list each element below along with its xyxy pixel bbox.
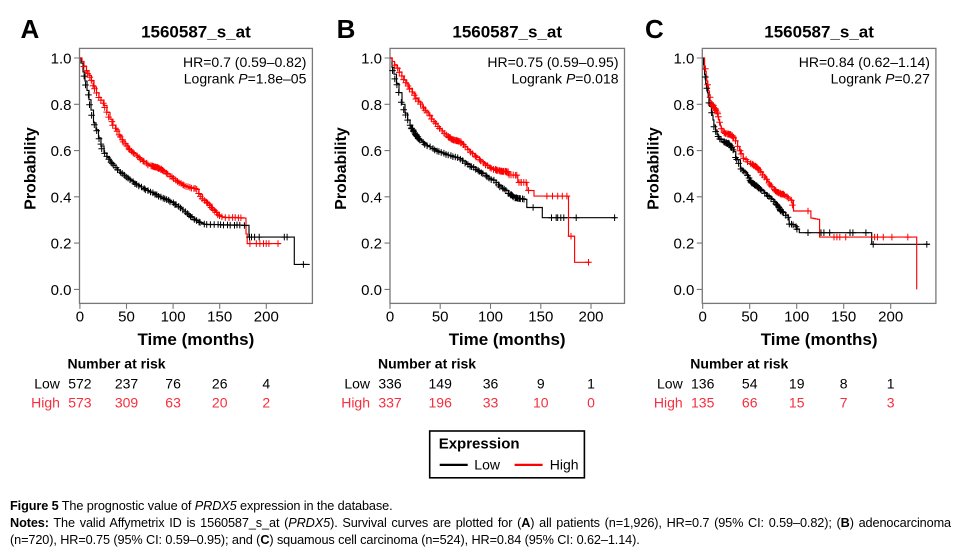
svg-text:High: High [341,394,370,410]
svg-text:High: High [550,457,579,473]
svg-text:9: 9 [537,375,545,391]
svg-text:C: C [645,14,664,44]
svg-text:0.0: 0.0 [51,282,72,299]
svg-text:Number at risk: Number at risk [690,355,788,371]
svg-text:0: 0 [699,309,707,326]
svg-text:1: 1 [587,375,595,391]
svg-text:Logrank P=1.8e–05: Logrank P=1.8e–05 [184,70,307,86]
svg-text:1.0: 1.0 [673,51,694,68]
svg-text:20: 20 [212,394,228,410]
svg-text:High: High [31,394,60,410]
svg-text:200: 200 [578,309,603,326]
svg-text:309: 309 [115,394,139,410]
svg-text:100: 100 [478,309,503,326]
svg-text:0.8: 0.8 [361,97,382,114]
svg-text:1560587_s_at: 1560587_s_at [141,23,251,42]
svg-text:0.0: 0.0 [361,282,382,299]
svg-text:10: 10 [533,394,549,410]
svg-text:0.6: 0.6 [361,143,382,160]
svg-text:7: 7 [840,394,848,410]
svg-text:Logrank P=0.018: Logrank P=0.018 [511,70,618,86]
svg-text:200: 200 [254,309,279,326]
svg-text:High: High [654,394,683,410]
svg-text:150: 150 [831,309,856,326]
svg-text:36: 36 [483,375,499,391]
svg-text:26: 26 [212,375,228,391]
svg-text:54: 54 [742,375,758,391]
svg-text:Probability: Probability [333,127,350,210]
svg-text:19: 19 [789,375,805,391]
svg-text:Time (months): Time (months) [449,330,566,349]
svg-text:Probability: Probability [645,127,662,210]
svg-text:200: 200 [878,309,903,326]
svg-text:149: 149 [429,375,453,391]
svg-text:135: 135 [691,394,715,410]
svg-text:4: 4 [262,375,270,391]
svg-text:Time (months): Time (months) [761,330,878,349]
svg-text:0: 0 [587,394,595,410]
svg-text:0.8: 0.8 [673,97,694,114]
svg-text:0.4: 0.4 [361,189,382,206]
svg-text:50: 50 [741,309,758,326]
svg-text:100: 100 [161,309,186,326]
svg-text:Number at risk: Number at risk [378,355,476,371]
svg-text:0.4: 0.4 [673,189,694,206]
svg-text:572: 572 [68,375,92,391]
svg-text:Low: Low [344,375,371,391]
svg-text:0.6: 0.6 [673,143,694,160]
svg-text:Probability: Probability [23,127,40,210]
svg-text:3: 3 [887,394,895,410]
svg-text:66: 66 [742,394,758,410]
svg-text:0.2: 0.2 [361,236,382,253]
svg-text:150: 150 [528,309,553,326]
svg-text:1.0: 1.0 [51,51,72,68]
svg-text:0.6: 0.6 [51,143,72,160]
svg-text:Number at risk: Number at risk [68,355,166,371]
svg-text:0.4: 0.4 [51,189,72,206]
svg-text:337: 337 [378,394,402,410]
svg-text:Logrank P=0.27: Logrank P=0.27 [831,70,930,86]
svg-text:HR=0.7 (0.59–0.82): HR=0.7 (0.59–0.82) [183,54,306,70]
svg-text:136: 136 [691,375,715,391]
svg-text:150: 150 [207,309,232,326]
svg-text:336: 336 [378,375,402,391]
svg-text:0.2: 0.2 [673,236,694,253]
svg-text:50: 50 [118,309,135,326]
svg-text:8: 8 [840,375,848,391]
svg-text:100: 100 [784,309,809,326]
svg-text:76: 76 [165,375,181,391]
svg-text:1: 1 [887,375,895,391]
svg-text:15: 15 [789,394,805,410]
svg-text:Low: Low [474,457,501,473]
svg-text:0.8: 0.8 [51,97,72,114]
svg-text:B: B [337,14,356,44]
svg-text:1560587_s_at: 1560587_s_at [764,23,874,42]
svg-text:2: 2 [262,394,270,410]
svg-text:33: 33 [483,394,499,410]
svg-text:573: 573 [68,394,92,410]
svg-text:Low: Low [34,375,61,391]
svg-text:63: 63 [165,394,181,410]
svg-text:HR=0.75 (0.59–0.95): HR=0.75 (0.59–0.95) [487,54,618,70]
svg-text:0.0: 0.0 [673,282,694,299]
svg-text:A: A [21,14,40,44]
svg-text:0: 0 [386,309,394,326]
svg-text:0.2: 0.2 [51,236,72,253]
svg-text:HR=0.84 (0.62–1.14): HR=0.84 (0.62–1.14) [799,54,930,70]
svg-text:1.0: 1.0 [361,51,382,68]
svg-text:50: 50 [432,309,449,326]
svg-text:Low: Low [657,375,684,391]
svg-text:Expression: Expression [439,436,520,453]
svg-text:1560587_s_at: 1560587_s_at [452,23,562,42]
svg-text:196: 196 [429,394,453,410]
svg-text:237: 237 [115,375,139,391]
svg-text:Time (months): Time (months) [137,330,254,349]
svg-text:0: 0 [76,309,84,326]
